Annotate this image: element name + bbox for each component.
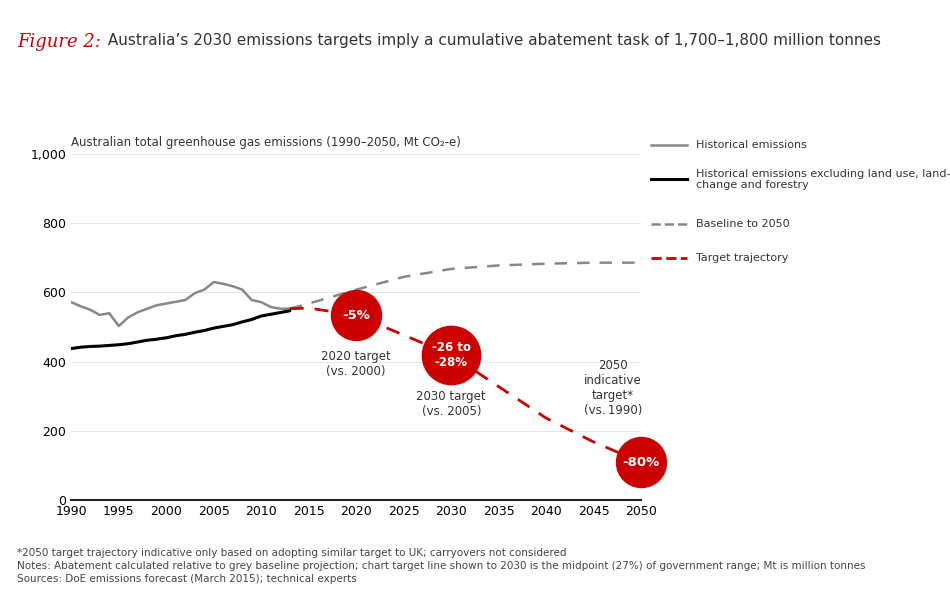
Text: Notes: Abatement calculated relative to grey baseline projection; chart target l: Notes: Abatement calculated relative to …: [17, 561, 865, 571]
Text: Figure 2:: Figure 2:: [17, 33, 101, 50]
Text: Australia’s 2030 emissions targets imply a cumulative abatement task of 1,700–1,: Australia’s 2030 emissions targets imply…: [103, 33, 881, 47]
Text: 2020 target
(vs. 2000): 2020 target (vs. 2000): [321, 350, 391, 378]
Text: Target trajectory: Target trajectory: [696, 253, 788, 263]
Text: -26 to
-28%: -26 to -28%: [431, 341, 471, 369]
Text: -80%: -80%: [622, 456, 660, 469]
Text: Historical emissions: Historical emissions: [696, 140, 808, 150]
Text: *2050 target trajectory indicative only based on adopting similar target to UK; : *2050 target trajectory indicative only …: [17, 548, 566, 558]
Text: 2050
indicative
target*
(vs. 1990): 2050 indicative target* (vs. 1990): [583, 359, 642, 417]
Text: Sources: DoE emissions forecast (March 2015); technical experts: Sources: DoE emissions forecast (March 2…: [17, 574, 357, 584]
Text: -5%: -5%: [342, 309, 370, 322]
Text: Historical emissions excluding land use, land-use
change and forestry: Historical emissions excluding land use,…: [696, 169, 950, 190]
Text: Baseline to 2050: Baseline to 2050: [696, 219, 790, 229]
Text: 2030 target
(vs. 2005): 2030 target (vs. 2005): [416, 390, 486, 418]
Text: Australian total greenhouse gas emissions (1990–2050, Mt CO₂-e): Australian total greenhouse gas emission…: [71, 136, 461, 149]
